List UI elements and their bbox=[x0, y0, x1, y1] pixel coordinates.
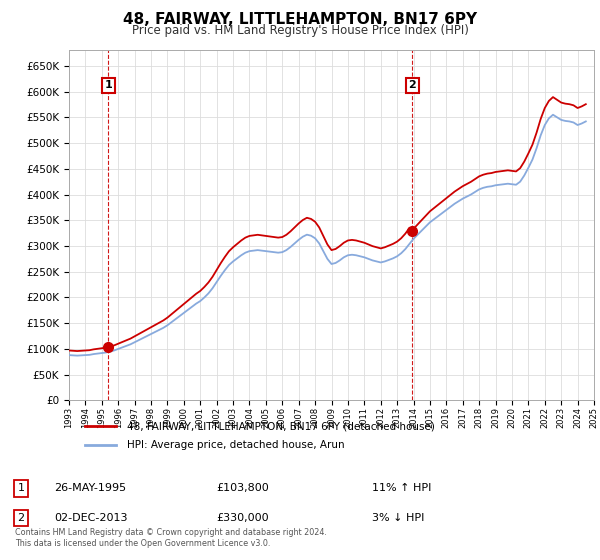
Text: £103,800: £103,800 bbox=[216, 483, 269, 493]
Text: 1: 1 bbox=[17, 483, 25, 493]
Text: 3% ↓ HPI: 3% ↓ HPI bbox=[372, 513, 424, 523]
Text: 26-MAY-1995: 26-MAY-1995 bbox=[54, 483, 126, 493]
Text: 48, FAIRWAY, LITTLEHAMPTON, BN17 6PY: 48, FAIRWAY, LITTLEHAMPTON, BN17 6PY bbox=[123, 12, 477, 27]
Text: Contains HM Land Registry data © Crown copyright and database right 2024.
This d: Contains HM Land Registry data © Crown c… bbox=[15, 528, 327, 548]
Text: 48, FAIRWAY, LITTLEHAMPTON, BN17 6PY (detached house): 48, FAIRWAY, LITTLEHAMPTON, BN17 6PY (de… bbox=[127, 421, 434, 431]
Text: 1: 1 bbox=[104, 81, 112, 90]
Text: 02-DEC-2013: 02-DEC-2013 bbox=[54, 513, 128, 523]
Text: 2: 2 bbox=[409, 81, 416, 90]
Text: 2: 2 bbox=[17, 513, 25, 523]
Text: Price paid vs. HM Land Registry's House Price Index (HPI): Price paid vs. HM Land Registry's House … bbox=[131, 24, 469, 36]
Text: 11% ↑ HPI: 11% ↑ HPI bbox=[372, 483, 431, 493]
Text: HPI: Average price, detached house, Arun: HPI: Average price, detached house, Arun bbox=[127, 440, 344, 450]
Text: £330,000: £330,000 bbox=[216, 513, 269, 523]
